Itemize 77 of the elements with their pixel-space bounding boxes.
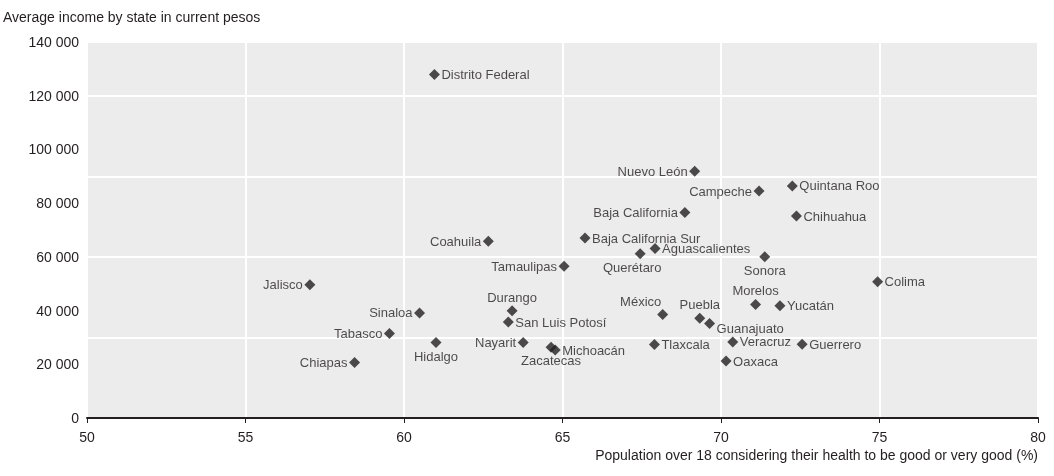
- annotation: Durango: [487, 289, 538, 305]
- point: [657, 309, 669, 321]
- annotation: Puebla: [679, 297, 721, 313]
- annotation: Querétaro: [602, 259, 662, 275]
- y-tick-label: 120 000: [28, 87, 80, 104]
- annotation: Tabasco: [334, 325, 383, 341]
- point: [430, 337, 442, 349]
- point: [517, 337, 529, 349]
- point: [304, 279, 316, 291]
- point: [679, 207, 691, 219]
- y-tick-label: 100 000: [28, 141, 80, 158]
- point: [414, 307, 426, 319]
- x-tick-label: 55: [237, 429, 254, 445]
- x-tick-label: 60: [396, 429, 412, 445]
- point: [704, 317, 716, 329]
- point: [774, 300, 786, 312]
- point: [648, 338, 660, 350]
- point: [796, 338, 808, 350]
- point: [545, 341, 557, 353]
- point: [349, 356, 361, 368]
- point: [579, 232, 591, 244]
- point: [502, 316, 514, 328]
- annotation: Campeche: [689, 183, 753, 199]
- y-tick-label: 140 000: [28, 34, 80, 50]
- point: [872, 276, 884, 288]
- y-axis-title: Average income by state in current pesos: [3, 9, 261, 25]
- annotation: Tlaxcala: [661, 336, 711, 352]
- point: [694, 312, 706, 324]
- annotation: Yucatán: [786, 298, 834, 314]
- y-tick-label: 20 000: [36, 356, 80, 373]
- annotation: Nayarit: [475, 335, 517, 351]
- annotation: Baja California: [593, 205, 679, 221]
- annotation: Michoacán: [562, 342, 626, 358]
- x-axis-title: Population over 18 considering their health to be good or very good (%): [595, 447, 1038, 463]
- x-tick-label: 80: [1030, 429, 1046, 445]
- annotation: Nuevo León: [617, 163, 688, 179]
- annotation: Oaxaca: [733, 353, 779, 369]
- point: [790, 210, 802, 222]
- x-tick-label: 50: [79, 429, 95, 445]
- annotation: Aguascalientes: [662, 241, 751, 257]
- point: [482, 235, 494, 247]
- annotation: Distrito Federal: [441, 67, 530, 82]
- y-tick-label: 40 000: [36, 302, 80, 319]
- y-tick-label: 0: [71, 410, 80, 426]
- point: [649, 243, 661, 255]
- point: [506, 305, 518, 317]
- annotation: Morelos: [732, 283, 780, 299]
- annotation: Chiapas: [299, 354, 349, 370]
- annotation: Quintana Roo: [799, 178, 880, 194]
- annotation: México: [620, 293, 662, 309]
- point: [428, 69, 440, 80]
- y-tick-label: 60 000: [36, 248, 80, 265]
- point: [689, 165, 701, 177]
- annotation: Tamaulipas: [491, 258, 558, 274]
- annotation: Guerrero: [809, 336, 862, 352]
- annotation: San Luis Potosí: [515, 314, 607, 330]
- annotation: Sinaloa: [369, 305, 414, 321]
- x-tick-label: 65: [554, 429, 571, 445]
- annotation: Hidalgo: [413, 348, 459, 364]
- point: [383, 327, 395, 339]
- point: [759, 251, 771, 263]
- point: [727, 336, 739, 348]
- annotation: Coahuila: [429, 233, 483, 249]
- point: [786, 180, 798, 192]
- annotation: Sonora: [743, 262, 787, 278]
- annotation: Chihuahua: [803, 208, 868, 224]
- x-tick-label: 75: [871, 429, 888, 445]
- point: [753, 185, 765, 197]
- point: [750, 298, 762, 310]
- annotation: Guanajuato: [716, 320, 784, 336]
- point: [720, 355, 732, 367]
- y-tick-label: 80 000: [36, 195, 80, 212]
- point: [634, 248, 646, 260]
- point: [558, 260, 570, 272]
- annotation: Jalisco: [263, 277, 303, 293]
- x-tick-label: 70: [713, 429, 729, 445]
- annotation: Colima: [884, 274, 926, 290]
